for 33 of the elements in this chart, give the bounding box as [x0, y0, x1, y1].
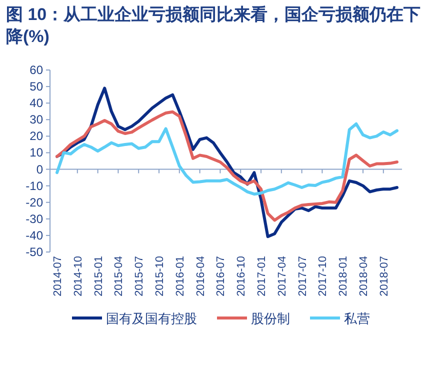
y-tick-label: 30	[30, 112, 44, 127]
legend-label: 国有及国有控股	[106, 311, 197, 326]
x-tick-label: 2016-10	[236, 256, 248, 296]
x-tick-label: 2018-01	[338, 256, 350, 296]
x-tick-label: 2017-01	[256, 256, 268, 296]
x-tick-label: 2014-07	[52, 256, 64, 296]
y-tick-label: -30	[26, 212, 44, 226]
y-tick-label: 0	[36, 162, 44, 176]
legend-label: 股份制	[251, 311, 290, 326]
y-tick-label: 50	[30, 80, 44, 94]
x-tick-label: 2016-01	[174, 256, 186, 296]
x-tick-label: 2016-04	[194, 256, 207, 296]
x-tick-label: 2017-04	[276, 256, 288, 296]
x-tick-label: 2017-07	[296, 256, 309, 296]
legend-label: 私营	[344, 311, 370, 326]
title: 图 10：从工业企业亏损额同比来看，国企亏损额仍在下降(%)	[6, 4, 422, 48]
y-tick-label: 40	[30, 96, 44, 110]
x-tick-label: 2015-07	[134, 256, 146, 296]
y-tick-label: -10	[26, 178, 44, 193]
x-tick-label: 2018-07	[378, 256, 390, 296]
x-tick-label: 2015-01	[92, 256, 105, 296]
x-tick-label: 2016-07	[215, 256, 228, 296]
x-tick-label: 2015-10	[154, 256, 166, 296]
x-tick-label: 2014-10	[72, 256, 84, 296]
x-tick-label: 2017-10	[317, 256, 330, 296]
x-tick-label: 2015-04	[113, 256, 126, 296]
y-tick-label: -50	[26, 245, 44, 259]
y-tick-label: -20	[26, 195, 44, 210]
x-tick-label: 2018-04	[358, 256, 370, 296]
y-tick-label: 10	[30, 146, 44, 160]
y-tick-label: 60	[30, 63, 44, 77]
y-tick-label: 20	[30, 129, 44, 144]
y-tick-label: -40	[26, 228, 44, 242]
